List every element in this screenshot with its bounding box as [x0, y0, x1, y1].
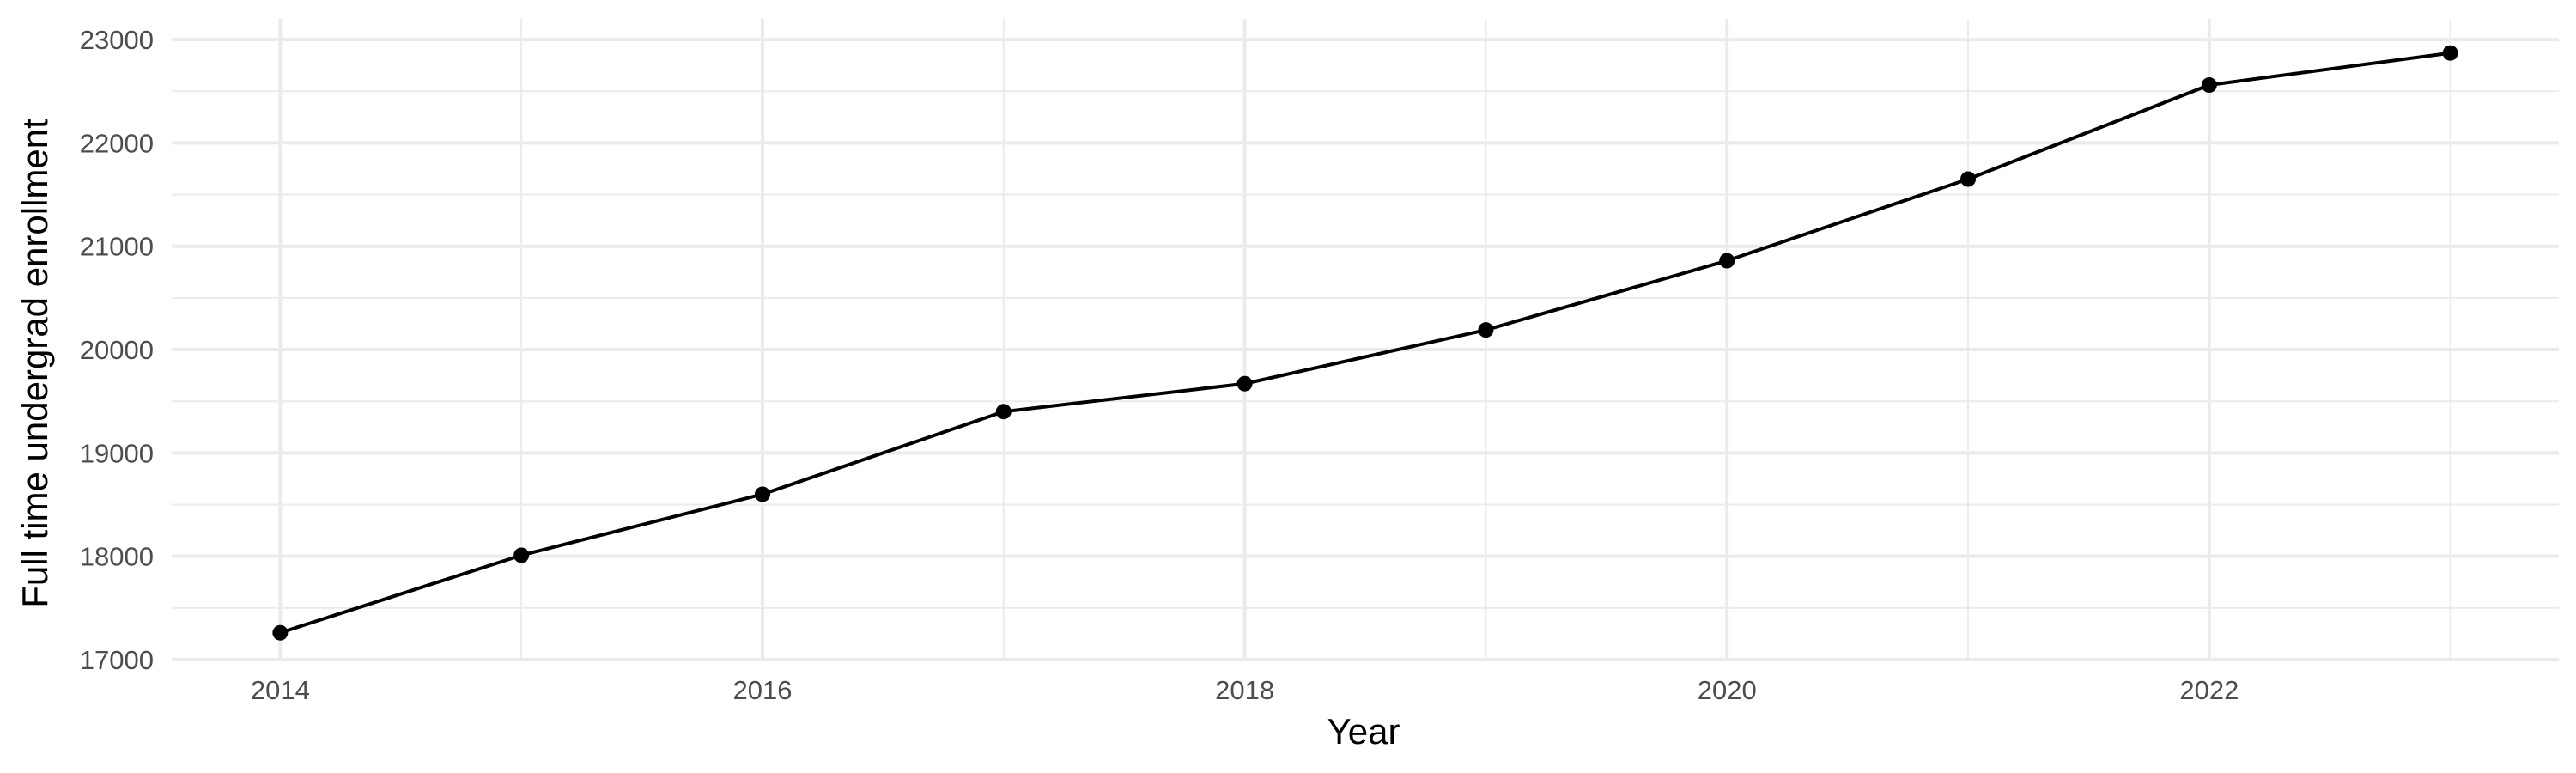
x-tick-labels: 2014 2016 2018 2020 2022 [251, 675, 2239, 705]
y-axis-title: Full time undergrad enrollment [15, 119, 55, 608]
data-point [272, 624, 289, 641]
y-tick-labels: 17000 18000 19000 20000 21000 22000 23000 [80, 25, 154, 675]
data-point [1478, 322, 1494, 338]
data-point [2442, 45, 2458, 61]
x-tick-label: 2016 [732, 675, 792, 705]
grid-lines [172, 19, 2559, 661]
data-point [754, 486, 770, 502]
data-points [272, 45, 2458, 641]
x-tick-label: 2014 [251, 675, 310, 705]
y-tick-label: 18000 [80, 542, 154, 572]
data-point [1719, 253, 1735, 269]
y-tick-label: 23000 [80, 25, 154, 55]
series-line [279, 51, 2451, 635]
y-tick-label: 22000 [80, 128, 154, 158]
y-tick-label: 20000 [80, 335, 154, 365]
y-tick-label: 19000 [80, 438, 154, 468]
x-tick-label: 2018 [1215, 675, 1274, 705]
x-tick-label: 2020 [1698, 675, 1757, 705]
x-axis-title: Year [1327, 711, 1400, 752]
data-point [995, 404, 1012, 420]
data-point [2201, 77, 2217, 94]
data-point [1236, 375, 1253, 392]
y-tick-label: 17000 [80, 645, 154, 675]
data-point [1960, 171, 1977, 187]
series-enrollment [279, 51, 2451, 635]
x-tick-label: 2022 [2179, 675, 2239, 705]
data-point [513, 547, 530, 563]
y-tick-label: 21000 [80, 232, 154, 262]
